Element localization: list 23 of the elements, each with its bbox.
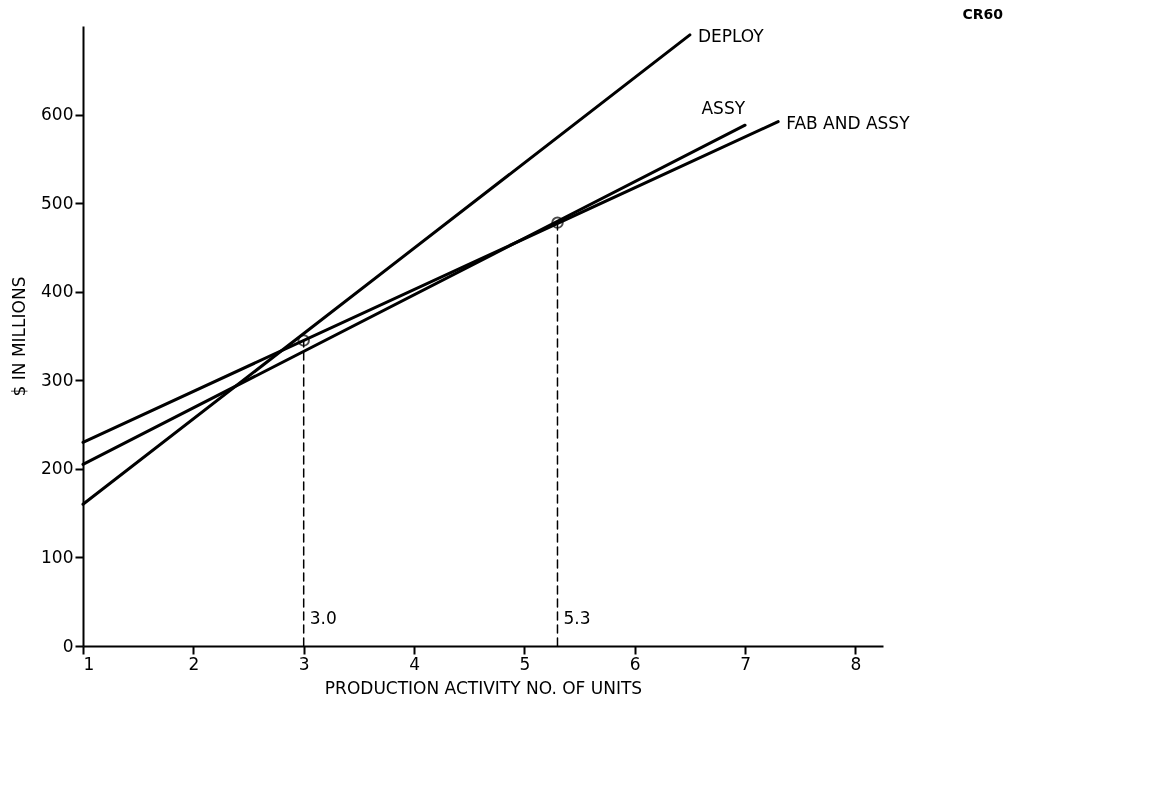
annotation: 3.0: [309, 608, 337, 629]
x-tick-label: 8: [850, 653, 862, 674]
x-tick-label: 1: [83, 653, 95, 674]
y-tick-label: 500: [41, 192, 74, 213]
text: CR60: [962, 6, 1004, 22]
y-axis-title: $ IN MILLIONS: [9, 276, 30, 397]
x-tick-label: 5: [519, 653, 531, 674]
y-tick-label: 300: [41, 369, 74, 390]
series-label: FAB AND ASSY: [786, 112, 911, 133]
x-axis-title: PRODUCTION ACTIVITY NO. OF UNITS: [324, 677, 643, 698]
x-tick-label: 2: [188, 653, 200, 674]
x-tick-label: 4: [409, 653, 420, 674]
annotation: 5.3: [563, 608, 591, 629]
series-label: DEPLOY: [697, 25, 765, 46]
x-tick-label: 7: [740, 653, 751, 674]
y-tick-label: 200: [41, 458, 74, 479]
y-tick-label: 100: [41, 546, 74, 567]
y-tick-label: 600: [41, 104, 74, 125]
x-tick-label: 3: [298, 653, 310, 674]
x-tick-label: 6: [629, 653, 641, 674]
y-tick-label: 400: [41, 281, 74, 302]
y-tick-label: 0: [62, 635, 74, 656]
series-label: ASSY: [701, 98, 746, 119]
